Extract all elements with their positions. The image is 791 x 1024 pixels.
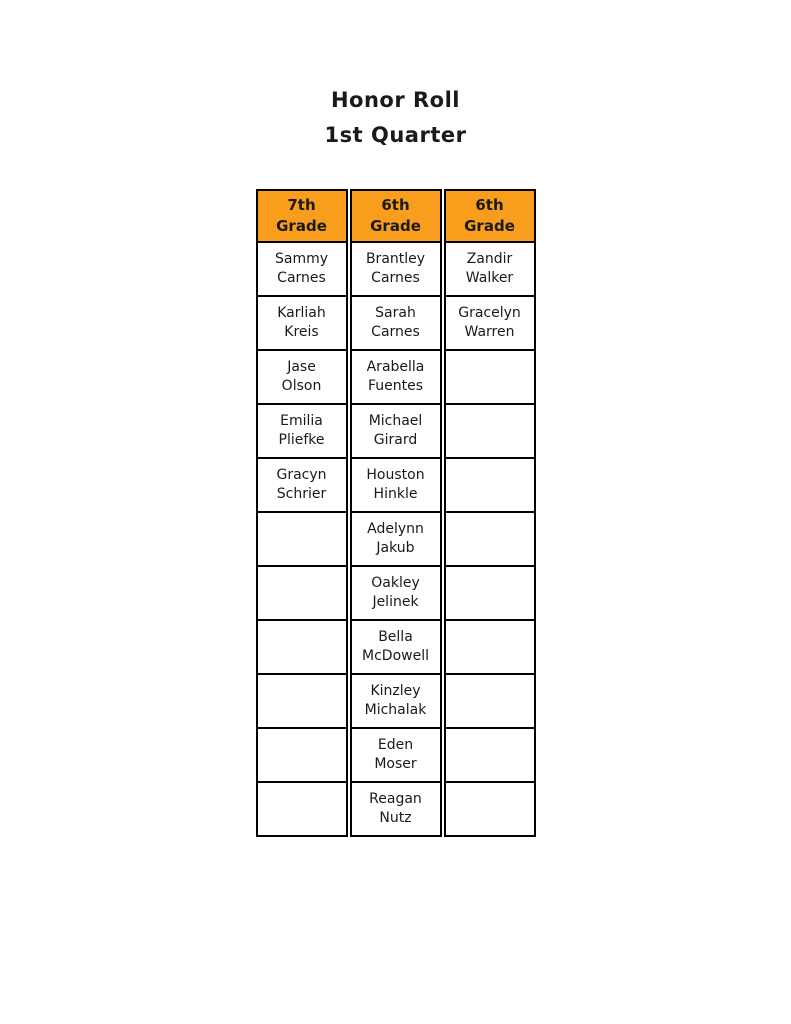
student-first-name: Sarah bbox=[375, 304, 416, 321]
empty-cell bbox=[443, 403, 536, 459]
student-cell: Reagan Nutz bbox=[349, 781, 442, 837]
student-last-name: Pliefke bbox=[278, 432, 325, 448]
student-last-name: Walker bbox=[465, 270, 514, 286]
student-last-name: Schrier bbox=[276, 486, 327, 502]
page-title: Honor Roll bbox=[330, 88, 461, 112]
student-first-name: Emilia bbox=[280, 412, 323, 429]
student-cell: Adelynn Jakub bbox=[349, 511, 442, 567]
grade-column-7th: 7th Grade Sammy Carnes Karliah Kreis Jas… bbox=[255, 189, 348, 837]
student-first-name: Reagan bbox=[369, 790, 422, 807]
student-cell: Houston Hinkle bbox=[349, 457, 442, 513]
student-last-name: Olson bbox=[281, 378, 322, 394]
student-cell: Karliah Kreis bbox=[255, 295, 348, 351]
student-cell: Arabella Fuentes bbox=[349, 349, 442, 405]
student-first-name: Adelynn bbox=[367, 520, 424, 537]
student-cell: Sarah Carnes bbox=[349, 295, 442, 351]
header-grade-number: 6th bbox=[475, 196, 504, 215]
student-first-name: Eden bbox=[377, 736, 414, 753]
student-first-name: Brantley bbox=[365, 250, 426, 267]
student-last-name: Kreis bbox=[284, 324, 319, 340]
empty-cell bbox=[443, 349, 536, 405]
empty-cell bbox=[255, 565, 348, 621]
empty-cell bbox=[255, 511, 348, 567]
student-cell: Kinzley Michalak bbox=[349, 673, 442, 729]
empty-cell bbox=[255, 727, 348, 783]
empty-cell bbox=[443, 673, 536, 729]
empty-cell bbox=[443, 727, 536, 783]
student-last-name: Carnes bbox=[371, 270, 420, 286]
student-first-name: Gracyn bbox=[276, 466, 327, 483]
student-last-name: Michalak bbox=[364, 702, 427, 718]
honor-roll-table: 7th Grade Sammy Carnes Karliah Kreis Jas… bbox=[0, 189, 791, 837]
grade-column-6th-a: 6th Grade Brantley Carnes Sarah Carnes A… bbox=[349, 189, 442, 837]
student-last-name: Carnes bbox=[277, 270, 326, 286]
student-first-name: Kinzley bbox=[370, 682, 421, 699]
student-cell: Eden Moser bbox=[349, 727, 442, 783]
student-last-name: Warren bbox=[464, 324, 515, 340]
student-last-name: Nutz bbox=[379, 810, 412, 826]
student-cell: Bella McDowell bbox=[349, 619, 442, 675]
column-header: 6th Grade bbox=[443, 189, 536, 243]
student-last-name: Carnes bbox=[371, 324, 420, 340]
student-cell: Sammy Carnes bbox=[255, 241, 348, 297]
student-last-name: Jelinek bbox=[372, 594, 419, 610]
header-grade-number: 7th bbox=[287, 196, 316, 215]
header-grade-word: Grade bbox=[276, 217, 327, 235]
student-first-name: Michael bbox=[368, 412, 423, 429]
empty-cell bbox=[443, 511, 536, 567]
page-subtitle: 1st Quarter bbox=[324, 123, 467, 147]
student-cell: Zandir Walker bbox=[443, 241, 536, 297]
student-last-name: Jakub bbox=[376, 540, 415, 556]
student-last-name: Moser bbox=[374, 756, 417, 772]
student-first-name: Oakley bbox=[371, 574, 420, 591]
empty-cell bbox=[443, 619, 536, 675]
header-grade-word: Grade bbox=[464, 217, 515, 235]
grade-column-6th-b: 6th Grade Zandir Walker Gracelyn Warren bbox=[443, 189, 536, 837]
student-cell: Michael Girard bbox=[349, 403, 442, 459]
student-first-name: Zandir bbox=[466, 250, 513, 267]
header-grade-word: Grade bbox=[370, 217, 421, 235]
page-title-block: Honor Roll 1st Quarter bbox=[0, 0, 791, 146]
student-cell: Emilia Pliefke bbox=[255, 403, 348, 459]
student-first-name: Arabella bbox=[366, 358, 425, 375]
empty-cell bbox=[255, 673, 348, 729]
student-cell: Jase Olson bbox=[255, 349, 348, 405]
student-cell: Brantley Carnes bbox=[349, 241, 442, 297]
student-last-name: McDowell bbox=[362, 648, 429, 664]
column-header: 6th Grade bbox=[349, 189, 442, 243]
student-cell: Oakley Jelinek bbox=[349, 565, 442, 621]
empty-cell bbox=[443, 781, 536, 837]
student-cell: Gracelyn Warren bbox=[443, 295, 536, 351]
student-first-name: Bella bbox=[378, 628, 413, 645]
empty-cell bbox=[255, 619, 348, 675]
student-first-name: Jase bbox=[287, 358, 316, 375]
empty-cell bbox=[443, 565, 536, 621]
student-last-name: Fuentes bbox=[367, 378, 424, 394]
student-first-name: Karliah bbox=[277, 304, 326, 321]
student-first-name: Gracelyn bbox=[458, 304, 521, 321]
student-last-name: Hinkle bbox=[373, 486, 418, 502]
empty-cell bbox=[255, 781, 348, 837]
student-first-name: Houston bbox=[366, 466, 425, 483]
column-header: 7th Grade bbox=[255, 189, 348, 243]
empty-cell bbox=[443, 457, 536, 513]
student-cell: Gracyn Schrier bbox=[255, 457, 348, 513]
header-grade-number: 6th bbox=[381, 196, 410, 215]
student-first-name: Sammy bbox=[274, 250, 329, 267]
student-last-name: Girard bbox=[373, 432, 418, 448]
